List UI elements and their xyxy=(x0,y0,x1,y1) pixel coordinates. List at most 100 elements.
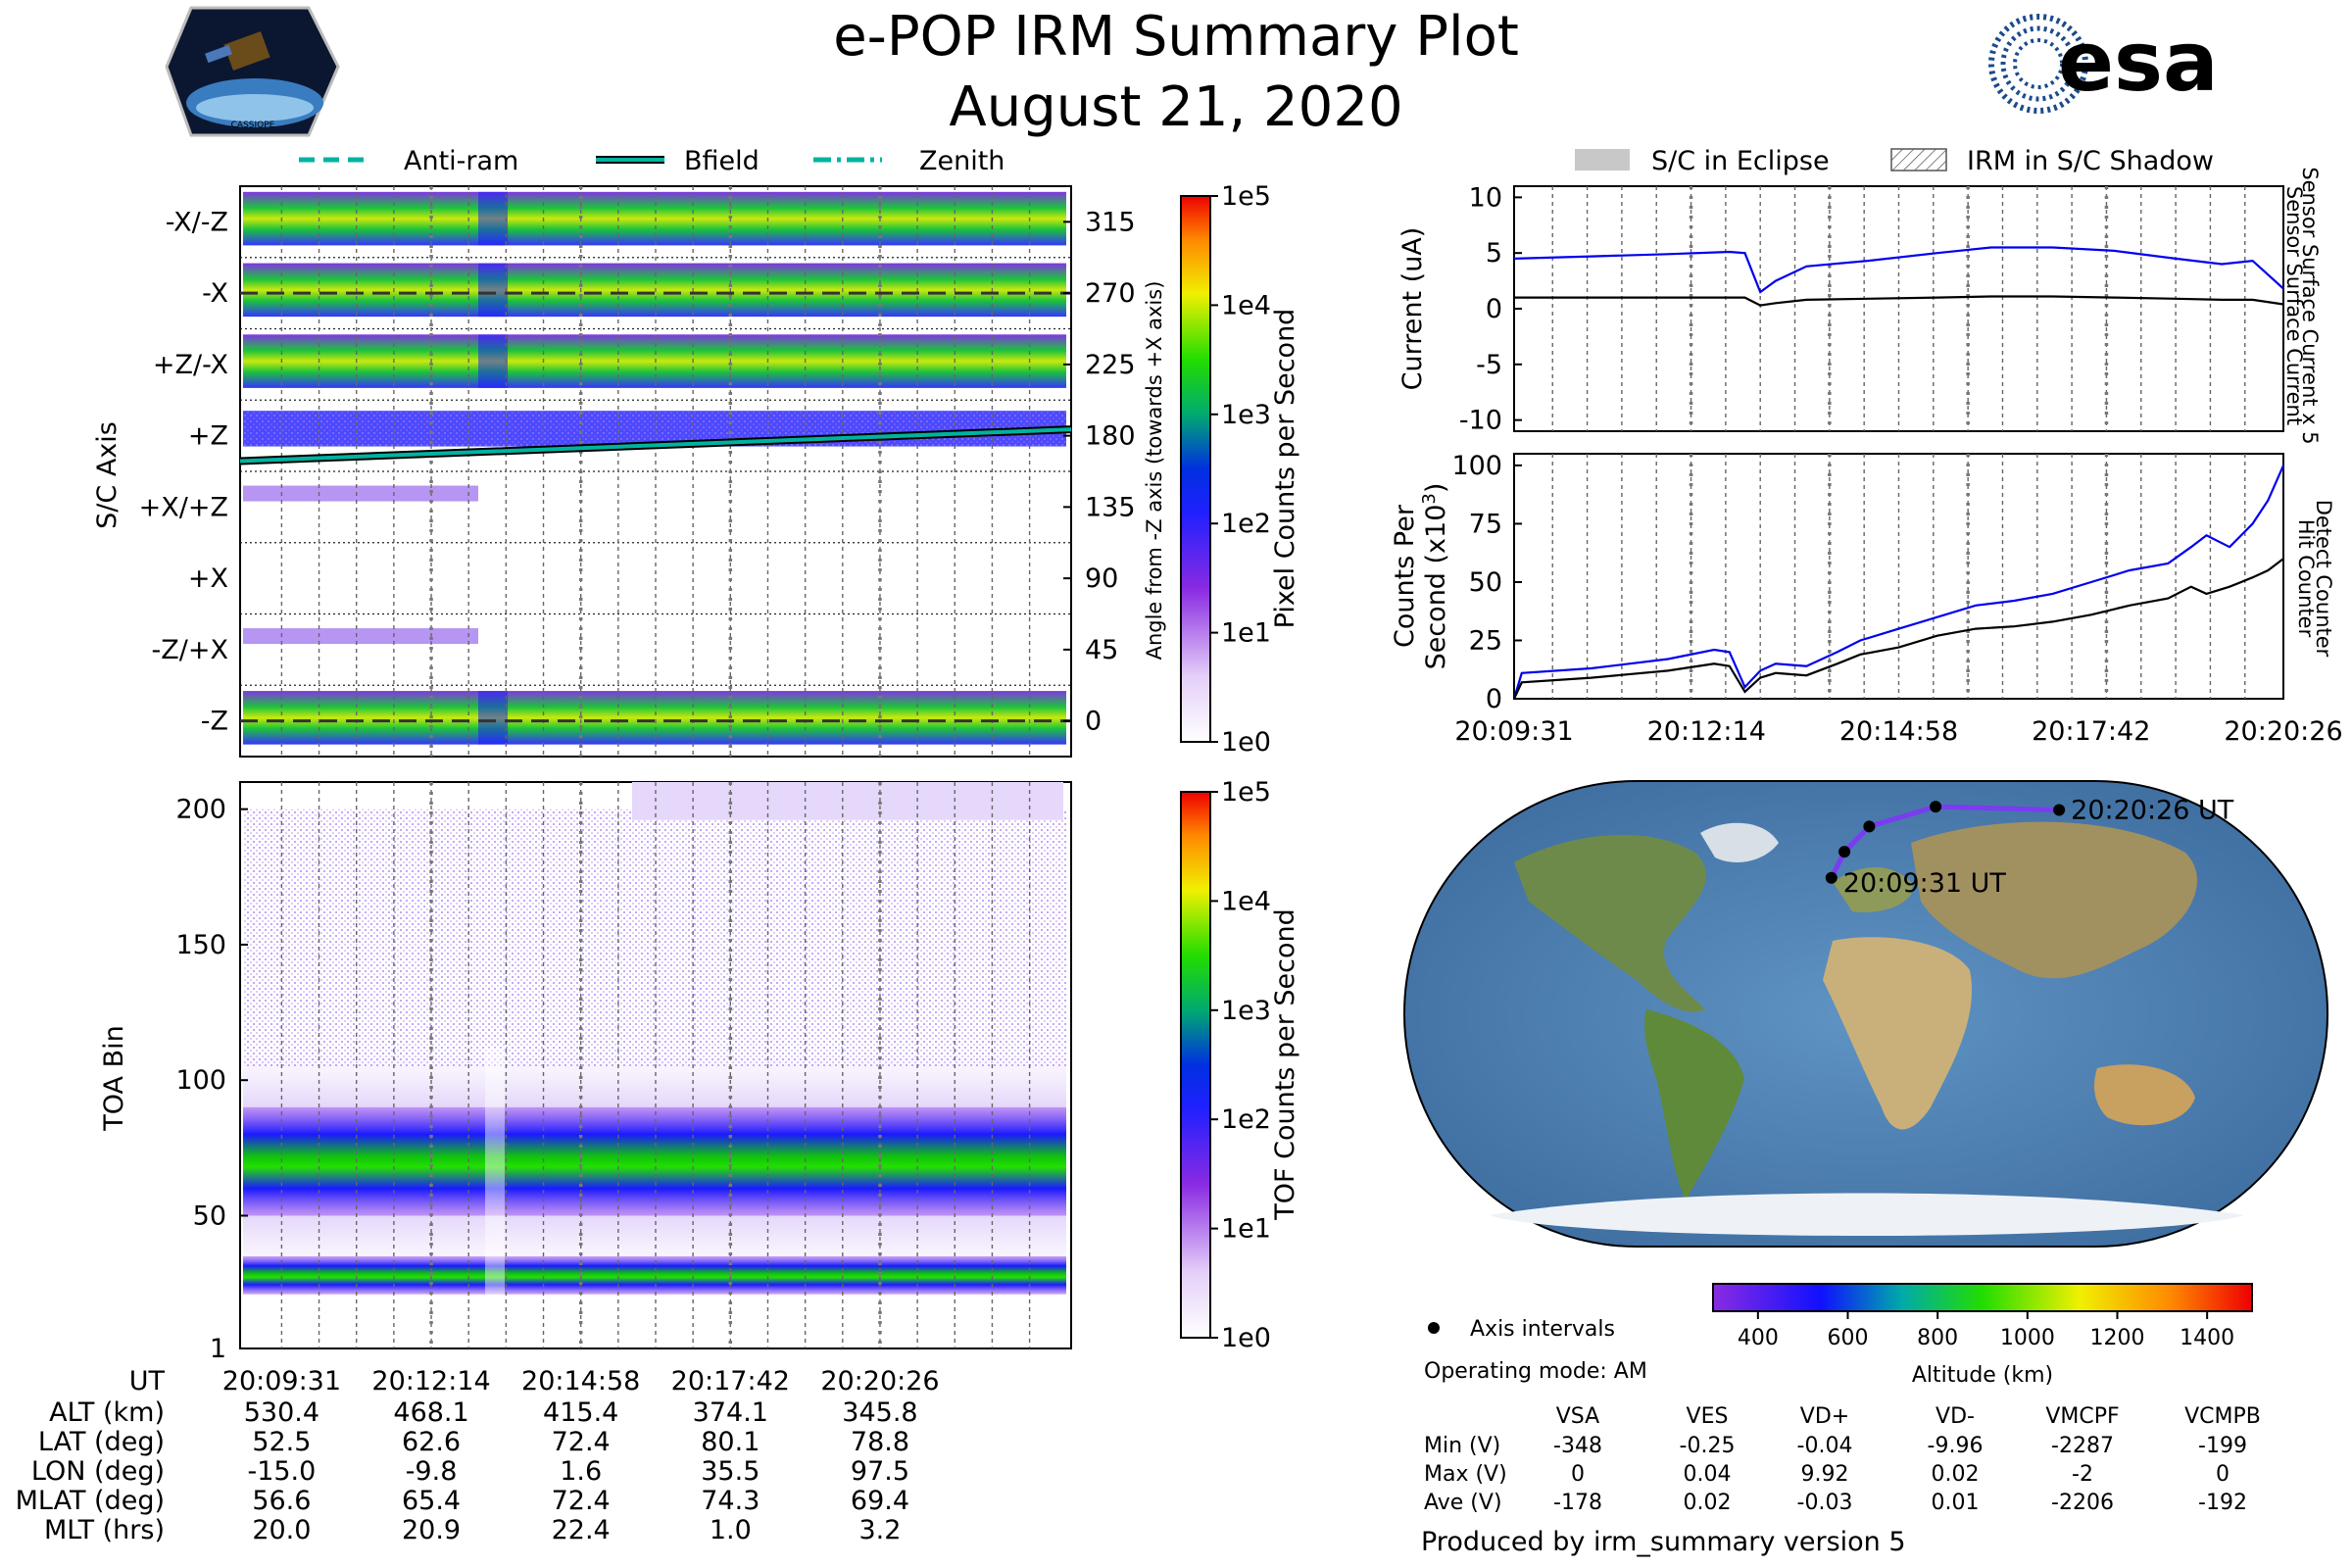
info-cell-2-4: 78.8 xyxy=(851,1427,909,1457)
info-cell-2-0: 52.5 xyxy=(252,1427,311,1457)
info-cell-0-2: 20:14:58 xyxy=(521,1366,640,1396)
counts-series-1 xyxy=(1513,558,2284,700)
counts-ytick-1: 75 xyxy=(1469,509,1502,539)
voltage-cell-1-4: -2 xyxy=(2072,1462,2093,1487)
voltage-cell-2-0: -178 xyxy=(1553,1491,1602,1515)
voltage-cell-2-3: 0.01 xyxy=(1932,1491,1980,1515)
altitude-colorbar-scale xyxy=(1712,1283,2253,1312)
voltage-cell-2-1: 0.02 xyxy=(1684,1491,1732,1515)
info-row-label-1: ALT (km) xyxy=(49,1397,165,1428)
info-cell-3-3: 35.5 xyxy=(701,1456,760,1487)
counts-ytick-0: 100 xyxy=(1451,451,1502,481)
counts-xtick-0: 20:09:31 xyxy=(1454,716,1573,747)
footer-text: Produced by irm_summary version 5 xyxy=(1421,1527,1906,1557)
altitude-colorbar: 400 600 800 1000 1200 1400 Altitude (km) xyxy=(1712,1283,2253,1388)
info-cell-4-1: 65.4 xyxy=(402,1486,461,1516)
legend-eclipse-label: S/C in Eclipse xyxy=(1651,146,1830,176)
info-cell-4-2: 72.4 xyxy=(552,1486,611,1516)
toa-panel-data xyxy=(243,782,1066,1311)
legend-antiram-label: Anti-ram xyxy=(404,146,518,176)
pixel-angle-tick-2: 225 xyxy=(1085,350,1136,380)
map-antarctica xyxy=(1490,1193,2244,1236)
info-cell-3-2: 1.6 xyxy=(560,1456,602,1487)
current-panel-ylabel: Current (uA) xyxy=(1397,227,1428,391)
counts-panel-lines xyxy=(1512,465,2285,700)
current-panel-axis-labels: 10 5 0 -5 -10 xyxy=(1459,182,1522,436)
info-cell-1-1: 468.1 xyxy=(393,1397,468,1428)
toa-colorbar-label: TOF Counts per Second xyxy=(1270,908,1300,1221)
voltage-cell-0-0: -348 xyxy=(1553,1434,1602,1458)
pixel-colorbar-tick-5: 1e0 xyxy=(1221,727,1271,758)
voltage-header-2: VD+ xyxy=(1800,1404,1849,1429)
current-series-1 xyxy=(1514,295,2284,307)
pixel-panel-grid xyxy=(240,186,1071,757)
map-track-point-4 xyxy=(2053,804,2066,816)
pixel-angle-tick-7: 0 xyxy=(1085,707,1102,737)
pixel-row-speckle-3 xyxy=(243,411,1066,447)
pixel-row-dip-2 xyxy=(478,334,508,388)
counts-xtick-3: 20:17:42 xyxy=(2032,716,2150,747)
altitude-colorbar-ticks: 400 600 800 1000 1200 1400 xyxy=(1738,1311,2234,1350)
info-cell-5-1: 20.9 xyxy=(402,1515,461,1545)
counts-series-0 xyxy=(1512,465,2285,700)
current-panel-grid xyxy=(1551,186,2246,431)
toa-noise-field xyxy=(243,808,1066,1067)
map-africa xyxy=(1823,937,1972,1130)
pixel-row-label-4: +X/+Z xyxy=(139,492,228,522)
info-row-label-4: MLAT (deg) xyxy=(16,1486,165,1516)
toa-ytick-3: 150 xyxy=(175,930,226,960)
pixel-row-label-6: -Z/+X xyxy=(152,635,228,665)
pixel-row-label-7: -Z xyxy=(201,707,228,737)
current-ytick-2: 0 xyxy=(1486,294,1502,324)
counts-xtick-1: 20:12:14 xyxy=(1647,716,1766,747)
counts-right-label-blue: Detect Counter xyxy=(2312,500,2335,658)
altitude-colorbar-tick-3: 1000 xyxy=(2000,1326,2055,1350)
info-cell-1-0: 530.4 xyxy=(244,1397,319,1428)
axis-interval-label: Axis intervals xyxy=(1470,1317,1615,1342)
info-cell-1-4: 345.8 xyxy=(842,1397,917,1428)
pixel-row-label-2: +Z/-X xyxy=(153,350,228,380)
counts-panel-axis-labels: 100 75 50 25 020:09:31 20:12:14 20:14:58 20:17:… xyxy=(1451,451,2342,747)
counts-panel-ylabel-line1: Counts Per xyxy=(1390,504,1420,648)
pixel-colorbar-tick-3: 1e2 xyxy=(1221,509,1271,539)
counts-panel: 100 75 50 25 020:09:31 20:12:14 20:14:58 20:17:… xyxy=(1390,451,2343,747)
altitude-colorbar-tick-4: 1200 xyxy=(2090,1326,2145,1350)
info-cell-2-2: 72.4 xyxy=(552,1427,611,1457)
voltage-header-0: VSA xyxy=(1556,1404,1599,1429)
info-row-label-2: LAT (deg) xyxy=(38,1427,165,1457)
toa-colorbar-tick-1: 1e4 xyxy=(1221,886,1271,916)
pixel-row-dip-1 xyxy=(478,263,508,318)
pixel-row-band-4 xyxy=(243,485,478,502)
toa-top-band xyxy=(632,782,1063,820)
voltage-header-3: VD- xyxy=(1936,1404,1975,1429)
toa-dropout xyxy=(485,1048,505,1311)
voltage-row-label-1: Max (V) xyxy=(1424,1462,1507,1487)
pixel-angle-tick-0: 315 xyxy=(1085,207,1136,237)
toa-colorbar: 1e5 1e4 1e3 1e2 1e1 1e0 TOF Counts per Second xyxy=(1180,777,1300,1353)
current-ytick-3: -5 xyxy=(1476,350,1502,380)
pixel-colorbar-tick-2: 1e3 xyxy=(1221,400,1271,430)
pixel-row-label-3: +Z xyxy=(188,421,228,452)
pixel-angle-tick-4: 135 xyxy=(1085,492,1136,522)
counts-ytick-4: 0 xyxy=(1486,684,1502,714)
voltage-cell-0-4: -2287 xyxy=(2051,1434,2114,1458)
legend-shadow-swatch xyxy=(1890,148,1947,172)
info-cell-4-4: 69.4 xyxy=(851,1486,909,1516)
counts-panel-grid xyxy=(1551,454,2246,699)
voltage-cell-2-4: -2206 xyxy=(2051,1491,2114,1515)
map-track-point-2 xyxy=(1863,820,1876,833)
info-cell-0-1: 20:12:14 xyxy=(371,1366,490,1396)
counts-panel-frame xyxy=(1513,453,2284,700)
toa-colorbar-ticks: 1e5 1e4 1e3 1e2 1e1 1e0 xyxy=(1210,777,1271,1353)
toa-colorbar-tick-2: 1e3 xyxy=(1221,996,1271,1026)
toa-colorbar-tick-5: 1e0 xyxy=(1221,1323,1271,1353)
legend-right: S/C in Eclipse IRM in S/C Shadow xyxy=(1575,146,2214,176)
map-track: 20:09:31 UT 20:20:26 UT xyxy=(1825,795,2234,899)
cassiope-logo: CASSIOPE xyxy=(165,6,340,137)
counts-panel-ylabel-line2: Second (x103) xyxy=(1419,483,1451,670)
map-europe xyxy=(1833,867,1913,912)
axis-interval-marker-icon xyxy=(1428,1322,1440,1334)
toa-colorbar-tick-3: 1e2 xyxy=(1221,1104,1271,1135)
pixel-colorbar-tick-0: 1e5 xyxy=(1221,181,1271,212)
